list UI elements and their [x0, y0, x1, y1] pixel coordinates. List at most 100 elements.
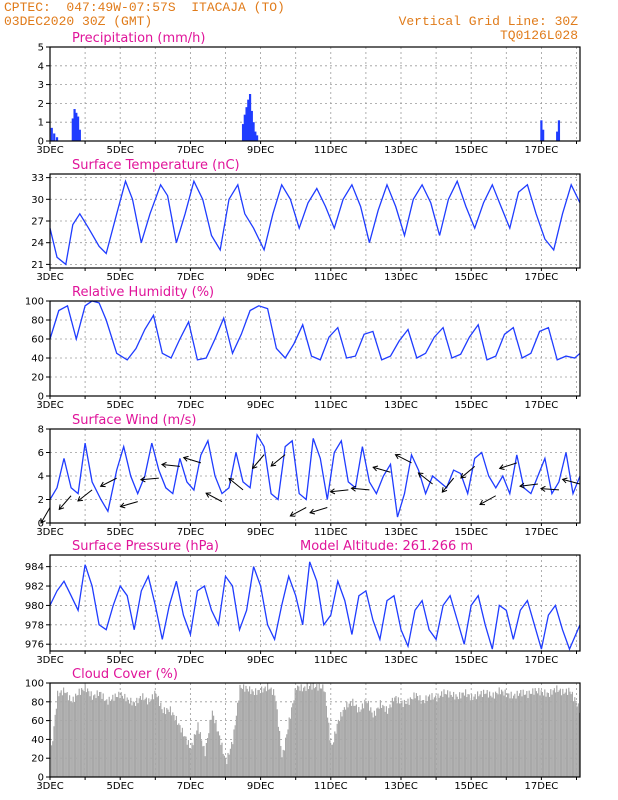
cloud-cover-bar: [172, 712, 174, 777]
x-tick-label: 13DEC: [384, 400, 418, 411]
cloud-cover-bar: [390, 707, 392, 777]
cloud-cover-bar: [288, 717, 290, 777]
cloud-cover-bar: [107, 704, 109, 777]
cloud-cover-bar: [351, 705, 353, 777]
cloud-cover-bar: [468, 694, 470, 777]
cloud-cover-bar: [454, 699, 456, 777]
cloud-cover-bar: [101, 698, 103, 777]
cloud-cover-bar: [114, 693, 116, 777]
cloud-cover-bar: [132, 701, 134, 777]
cloud-cover-bar: [370, 707, 372, 777]
cloud-cover-bar: [472, 700, 474, 777]
cloud-cover-bar: [54, 714, 56, 777]
cloud-cover-bar: [485, 693, 487, 777]
y-tick-label: 27: [31, 217, 44, 228]
cloud-cover-bar: [408, 704, 410, 777]
cloud-cover-bar: [294, 688, 296, 777]
cloud-cover-bar: [437, 693, 439, 777]
cloud-cover-bar: [112, 694, 114, 777]
cloud-cover-bar: [109, 700, 111, 777]
precip-bar: [53, 133, 56, 141]
cloud-cover-bar: [477, 691, 479, 777]
x-tick-label: 11DEC: [314, 655, 348, 666]
cloud-cover-bar: [483, 689, 485, 777]
precip-bar: [248, 94, 252, 141]
x-tick-label: 5DEC: [107, 655, 134, 666]
cloud-cover-bar: [268, 689, 270, 777]
cloud-cover-bar: [432, 699, 434, 777]
wind-arrow: [252, 454, 265, 469]
cloud-cover-bar: [395, 696, 397, 777]
cloud-cover-bar: [511, 698, 513, 777]
cloud-cover-bar: [328, 722, 330, 777]
cloud-cover-bar: [162, 713, 164, 777]
cloud-cover-bar: [543, 695, 545, 777]
cloud-cover-bar: [369, 710, 371, 777]
cloud-cover-bar: [433, 697, 435, 777]
cloud-cover-bar: [235, 715, 237, 777]
cloud-cover-bar: [523, 694, 525, 777]
y-tick-label: 40: [31, 735, 44, 746]
cloud-cover-bar: [306, 683, 308, 777]
cloud-cover-bar: [286, 734, 288, 777]
x-tick-label: 17DEC: [525, 655, 559, 666]
pres-series-line: [49, 561, 581, 651]
cloud-cover-bar: [303, 687, 305, 777]
cloud-cover-bar: [397, 697, 399, 777]
cloud-cover-bar: [573, 701, 575, 777]
cloud-frame: [49, 682, 581, 778]
y-tick-label: 976: [25, 640, 44, 651]
cloud-cover-bar: [490, 695, 492, 777]
cloud-cover-bar: [436, 701, 438, 777]
cloud-cover-bar: [81, 688, 83, 777]
cloud-cover-bar: [271, 694, 273, 777]
y-tick-label: 984: [25, 562, 44, 573]
cloud-cover-bar: [444, 693, 446, 777]
cloud-cover-bar: [222, 753, 224, 777]
cloud-cover-bar: [405, 703, 407, 777]
precip-bar: [71, 118, 74, 141]
x-tick-label: 3DEC: [36, 781, 63, 792]
cloud-cover-bar: [102, 693, 104, 777]
cloud-cover-bar: [309, 685, 311, 777]
wind-arrow-head: [40, 518, 46, 524]
cloud-cover-bar: [121, 695, 123, 777]
cloud-cover-bar: [466, 697, 468, 777]
cloud-cover-bar: [550, 689, 552, 777]
cloud-cover-bar: [265, 691, 267, 777]
cloud-cover-bar: [273, 689, 275, 777]
cloud-title: Cloud Cover (%): [72, 667, 178, 682]
x-tick-label: 15DEC: [454, 781, 488, 792]
model-altitude: Model Altitude: 261.266 m: [300, 539, 473, 554]
cloud-cover-bar: [135, 705, 137, 777]
cloud-cover-bar: [255, 688, 257, 777]
cloud-cover-bar: [204, 756, 206, 777]
cloud-cover-bar: [442, 696, 444, 777]
cloud-cover-bar: [379, 700, 381, 777]
cloud-cover-bar: [131, 705, 133, 777]
cloud-cover-bar: [231, 741, 233, 777]
cloud-cover-bar: [227, 752, 229, 777]
cloud-cover-bar: [262, 692, 264, 777]
cloud-cover-bar: [199, 732, 201, 777]
wind-arrow: [351, 487, 370, 491]
cloud-cover-bar: [387, 713, 389, 777]
cloud-cover-bar: [315, 687, 317, 777]
x-tick-label: 7DEC: [177, 145, 204, 156]
precip-bar: [241, 124, 245, 141]
x-tick-label: 3DEC: [36, 655, 63, 666]
cloud-cover-bar: [243, 684, 245, 777]
cloud-cover-bar: [492, 692, 494, 777]
y-tick-label: 6: [38, 448, 44, 459]
cloud-cover-bar: [59, 692, 61, 777]
cloud-cover-bar: [502, 691, 504, 777]
cloud-cover-bar: [333, 742, 335, 777]
cloud-cover-bar: [347, 707, 349, 777]
cloud-cover-bar: [576, 706, 578, 777]
cloud-cover-bar: [385, 706, 387, 777]
x-tick-label: 17DEC: [525, 781, 559, 792]
cloud-cover-bar: [401, 700, 403, 777]
wind-arrow-head: [350, 485, 357, 492]
precip-bar: [78, 129, 81, 141]
cloud-cover-bar: [85, 692, 87, 777]
